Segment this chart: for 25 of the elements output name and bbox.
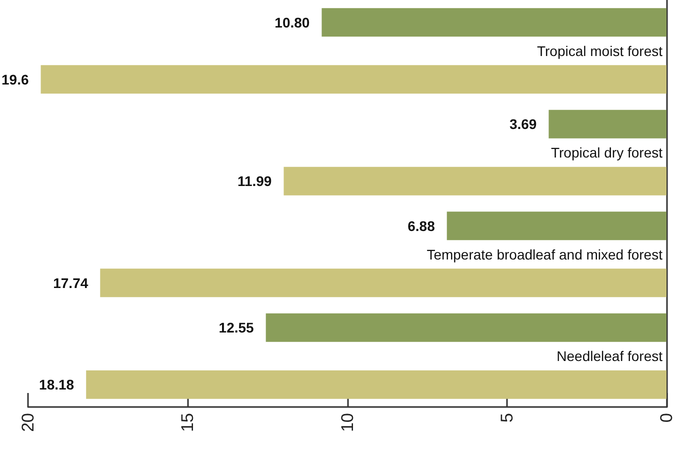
data-label: 12.55 [218, 320, 254, 336]
bar [100, 268, 666, 298]
x-tick-label: 0 [657, 413, 675, 422]
x-tick-label: 10 [338, 413, 357, 432]
bar [266, 313, 666, 342]
bar [548, 110, 666, 138]
data-label: 10.80 [274, 14, 310, 30]
y-tick-label: Tropical moist forest [536, 42, 663, 59]
y-tick-label: Temperate broadleaf and mixed forest [426, 246, 663, 262]
bar [446, 212, 666, 240]
data-label: 6.88 [408, 218, 436, 234]
data-label: 19.6 [2, 71, 29, 88]
y-tick-label: Tropical dry forest [550, 144, 663, 161]
data-label: 17.74 [53, 274, 88, 291]
x-tick-label: 20 [18, 413, 38, 432]
bar [86, 370, 666, 399]
x-tick-label: 15 [178, 413, 198, 432]
x-tick-label: 5 [497, 413, 516, 422]
data-label: 18.18 [39, 376, 74, 393]
bar [322, 8, 666, 37]
data-label: 11.99 [237, 173, 272, 190]
bar [40, 65, 666, 94]
bar [284, 166, 666, 196]
data-label: 3.69 [509, 116, 537, 132]
y-tick-label: Needleleaf forest [556, 348, 663, 364]
